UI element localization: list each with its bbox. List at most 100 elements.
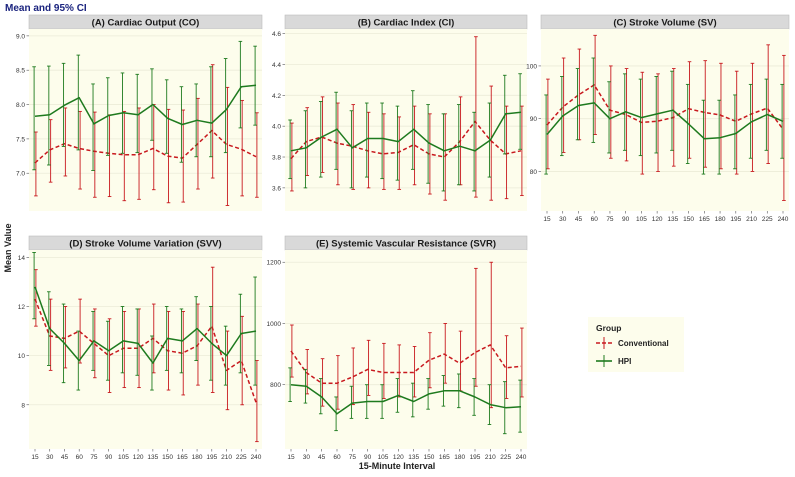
mean-line-conventional[interactable] [34, 298, 257, 403]
mean-line-hpi[interactable] [546, 102, 784, 140]
panel-4: (D) Stroke Volume Variation (SVV) 8 10 12 14… [18, 235, 263, 461]
plot-area [29, 250, 262, 449]
figure-title: Mean and 95% CI [5, 3, 87, 14]
x-tick-label: 90 [105, 454, 113, 461]
plot-area [285, 29, 527, 211]
plot-area [285, 250, 527, 449]
x-tick-label: 75 [349, 454, 357, 461]
panel-title: (E) Systemic Vascular Resistance (SVR) [316, 239, 496, 250]
x-tick-label: 225 [500, 454, 511, 461]
legend-title: Group [596, 323, 622, 333]
y-tick-label: 12 [18, 304, 26, 311]
panel-1: (A) Cardiac Output (CO) 7.0 7.5 8.0 8.5 9.0 [16, 14, 263, 211]
series-conventional [34, 64, 259, 206]
x-tick-label: 150 [424, 454, 435, 461]
y-tick-label: 100 [526, 63, 537, 70]
series-hpi [544, 57, 784, 175]
y-tick-label: 4.0 [272, 124, 281, 131]
x-tick-label: 240 [778, 216, 789, 223]
legend: Group Conventional HPI [588, 317, 684, 372]
y-tick-label: 4.4 [272, 62, 281, 69]
x-tick-label: 135 [147, 454, 158, 461]
x-tick-label: 180 [715, 216, 726, 223]
x-tick-label: 30 [303, 454, 311, 461]
x-tick-label: 150 [162, 454, 173, 461]
x-tick-label: 135 [667, 216, 678, 223]
y-tick-label: 800 [270, 382, 281, 389]
panel-5: (E) Systemic Vascular Resistance (SVR) 80… [267, 235, 528, 461]
mean-line-conventional[interactable] [546, 84, 784, 130]
mean-line-hpi[interactable] [290, 111, 522, 152]
x-axis-title: 15-Minute Interval [359, 461, 436, 471]
y-tick-label: 4.2 [272, 93, 281, 100]
y-tick-label: 7.5 [16, 136, 25, 143]
x-tick-label: 45 [318, 454, 326, 461]
y-tick-label: 1200 [267, 260, 282, 267]
x-tick-label: 225 [762, 216, 773, 223]
panels: (A) Cardiac Output (CO) 7.0 7.5 8.0 8.5 9.0 (B… [16, 14, 790, 461]
x-tick-label: 60 [333, 454, 341, 461]
x-tick-label: 120 [133, 454, 144, 461]
legend-item-hpi[interactable]: HPI [596, 355, 631, 367]
mean-line-conventional[interactable] [290, 344, 522, 384]
x-tick-label: 195 [206, 454, 217, 461]
x-tick-label: 240 [516, 454, 527, 461]
mean-line-hpi[interactable] [34, 286, 257, 364]
x-tick-label: 30 [46, 454, 54, 461]
x-tick-label: 225 [236, 454, 247, 461]
x-tick-label: 105 [636, 216, 647, 223]
x-tick-label: 195 [470, 454, 481, 461]
x-tick-label: 120 [393, 454, 404, 461]
y-tick-label: 3.6 [272, 185, 281, 192]
x-tick-label: 45 [61, 454, 69, 461]
x-tick-label: 60 [76, 454, 84, 461]
mean-line-hpi[interactable] [34, 84, 257, 126]
series-conventional [546, 34, 786, 201]
y-tick-label: 8 [21, 402, 25, 409]
y-tick-label: 80 [530, 169, 538, 176]
mean-line-hpi[interactable] [290, 383, 522, 415]
x-tick-label: 15 [543, 216, 551, 223]
series-conventional [290, 36, 524, 201]
y-tick-label: 1000 [267, 321, 282, 328]
x-tick-label: 210 [485, 454, 496, 461]
y-tick-label: 90 [530, 116, 538, 123]
plot-area [29, 29, 262, 211]
y-tick-label: 9.0 [16, 33, 25, 40]
y-tick-label: 10 [18, 353, 26, 360]
panel-title: (C) Stroke Volume (SV) [613, 18, 716, 29]
y-tick-label: 14 [18, 255, 26, 262]
panel-3: (C) Stroke Volume (SV) 80 90 100 15 30 45 60 75 9… [526, 14, 790, 223]
series-hpi [32, 40, 257, 171]
legend-label-hpi: HPI [618, 357, 631, 366]
y-tick-label: 4.6 [272, 31, 281, 38]
x-tick-label: 150 [683, 216, 694, 223]
x-tick-label: 30 [559, 216, 567, 223]
x-tick-label: 165 [177, 454, 188, 461]
x-tick-label: 240 [251, 454, 262, 461]
x-tick-label: 210 [746, 216, 757, 223]
series-hpi [32, 252, 257, 391]
y-tick-label: 7.0 [16, 171, 25, 178]
x-tick-label: 210 [221, 454, 232, 461]
y-axis-title: Mean Value [3, 223, 13, 272]
x-tick-label: 120 [652, 216, 663, 223]
x-tick-label: 75 [90, 454, 98, 461]
x-tick-label: 105 [378, 454, 389, 461]
x-tick-label: 15 [287, 454, 295, 461]
x-tick-label: 105 [118, 454, 129, 461]
x-tick-label: 180 [454, 454, 465, 461]
panel-title: (D) Stroke Volume Variation (SVV) [69, 239, 221, 250]
y-tick-label: 8.5 [16, 68, 25, 75]
x-tick-label: 165 [439, 454, 450, 461]
x-tick-label: 165 [699, 216, 710, 223]
x-tick-label: 90 [622, 216, 630, 223]
mean-line-conventional[interactable] [290, 120, 522, 160]
series-hpi [288, 73, 522, 192]
x-tick-label: 75 [606, 216, 614, 223]
legend-item-conventional[interactable]: Conventional [596, 337, 669, 349]
series-hpi [288, 367, 522, 435]
panel-title: (A) Cardiac Output (CO) [92, 18, 200, 29]
mean-line-conventional[interactable] [34, 129, 257, 164]
